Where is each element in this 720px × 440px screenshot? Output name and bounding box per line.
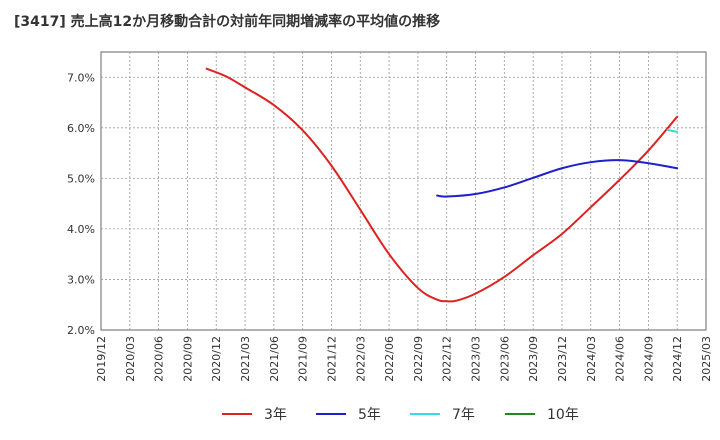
series-line-1 <box>205 67 679 303</box>
y-tick-label: 5.0% <box>67 172 95 185</box>
y-tick-label: 3.0% <box>67 273 95 286</box>
x-tick-label: 2023/09 <box>527 336 540 382</box>
x-tick-label: 2022/03 <box>354 336 367 382</box>
x-tick-label: 2021/12 <box>325 336 338 382</box>
chart-title: [3417] 売上高12か月移動合計の対前年同期増減率の平均値の推移 <box>14 14 441 30</box>
y-tick-label: 7.0% <box>67 71 95 84</box>
x-tick-label: 2024/12 <box>671 336 684 382</box>
x-tick-label: 2022/06 <box>383 336 396 382</box>
x-tick-label: 2023/12 <box>556 336 569 382</box>
y-tick-label: 6.0% <box>67 122 95 135</box>
x-tick-label: 2020/03 <box>124 336 137 382</box>
x-tick-label: 2021/03 <box>239 336 252 382</box>
x-tick-label: 2023/06 <box>498 336 511 382</box>
legend-label-4: 10年 <box>547 407 579 423</box>
x-tick-label: 2019/12 <box>95 336 108 382</box>
plot-area <box>100 51 707 331</box>
legend-label-3: 7年 <box>452 407 475 423</box>
x-tick-label: 2020/12 <box>210 336 223 382</box>
legend-label-2: 5年 <box>358 407 381 423</box>
x-tick-label: 2022/09 <box>412 336 425 382</box>
x-tick-label: 2024/09 <box>642 336 655 382</box>
x-tick-label: 2020/06 <box>153 336 166 382</box>
series-line-2 <box>436 159 679 198</box>
x-tick-label: 2023/03 <box>470 336 483 382</box>
x-tick-label: 2022/12 <box>441 336 454 382</box>
x-tick-label: 2024/06 <box>614 336 627 382</box>
y-tick-label: 2.0% <box>67 324 95 337</box>
series-line-3 <box>666 128 679 133</box>
x-tick-label: 2021/06 <box>268 336 281 382</box>
x-tick-label: 2020/09 <box>181 336 194 382</box>
x-tick-label: 2025/03 <box>700 336 713 382</box>
x-tick-label: 2024/03 <box>585 336 598 382</box>
x-tick-label: 2021/09 <box>297 336 310 382</box>
y-tick-label: 4.0% <box>67 223 95 236</box>
legend-label-1: 3年 <box>264 407 287 423</box>
